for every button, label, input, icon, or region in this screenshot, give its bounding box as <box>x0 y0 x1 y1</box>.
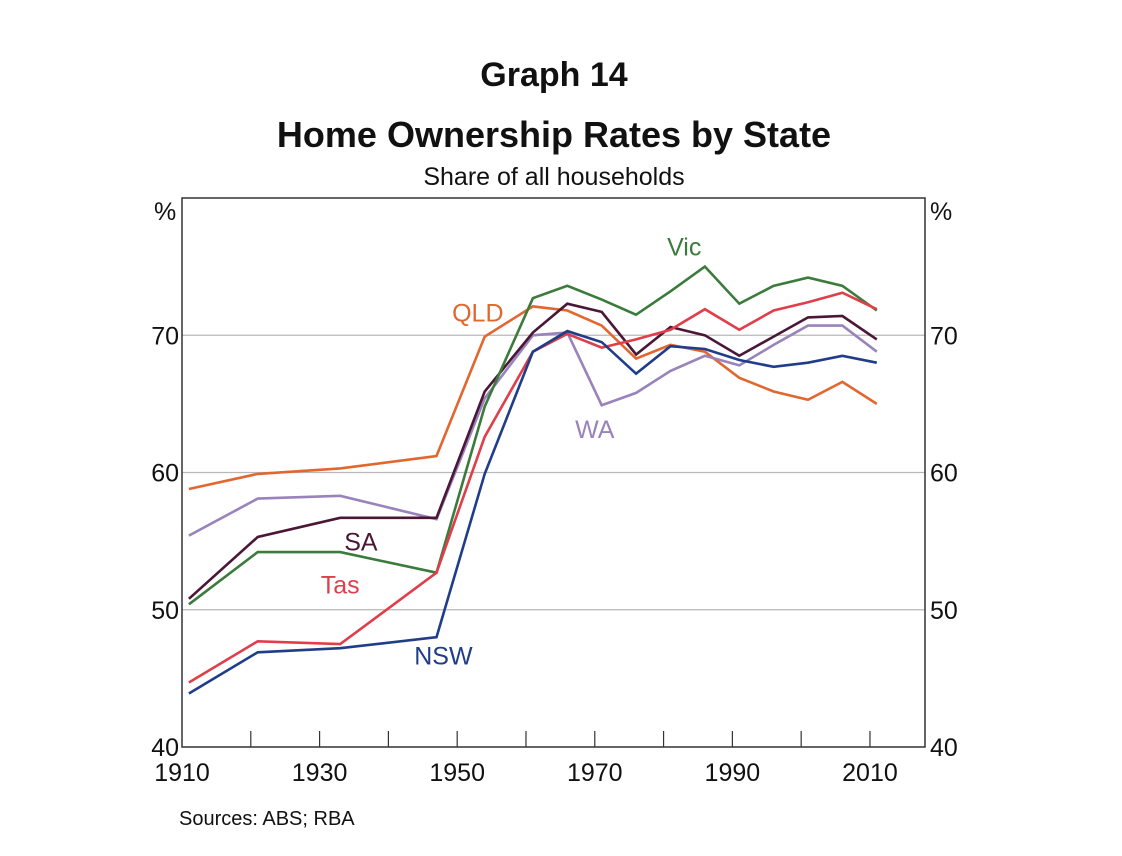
x-axis-ticks: 1910 1930 1950 1970 1990 2010 <box>154 731 898 787</box>
series-line-sa <box>188 302 878 600</box>
series-line-vic <box>188 264 878 606</box>
source-note: Sources: ABS; RBA <box>179 808 355 830</box>
series-line-qld <box>188 305 878 491</box>
series-label-tas: Tas <box>321 571 360 599</box>
x-tick-label: 1910 <box>154 759 210 787</box>
x-tick-label: 1930 <box>292 759 348 787</box>
series-lines <box>188 264 878 695</box>
chart-subtitle: Share of all households <box>423 163 685 191</box>
series-label-vic: Vic <box>667 234 701 262</box>
y-axis-unit-left: % <box>154 198 176 226</box>
y-tick-label-right: 50 <box>930 597 958 625</box>
y-tick-label-right: 40 <box>930 734 958 762</box>
y-axis-unit-right: % <box>930 198 952 226</box>
series-line-nsw <box>188 329 878 695</box>
y-tick-label-right: 70 <box>930 322 958 350</box>
graph-number: Graph 14 <box>480 56 628 94</box>
y-axis-ticks: 40 40 50 50 60 60 70 70 <box>151 322 958 762</box>
y-tick-label-left: 40 <box>151 734 179 762</box>
y-tick-label-left: 70 <box>151 322 179 350</box>
y-tick-label-left: 60 <box>151 460 179 488</box>
x-tick-label: 1950 <box>429 759 485 787</box>
series-label-wa: WA <box>575 416 615 444</box>
series-line-wa <box>188 324 878 537</box>
x-tick-label: 2010 <box>842 759 898 787</box>
series-label-qld: QLD <box>452 300 503 328</box>
series-labels: QLD WA SA Vic Tas NSW <box>321 234 702 671</box>
y-tick-label-right: 60 <box>930 460 958 488</box>
series-label-sa: SA <box>344 529 378 557</box>
y-tick-label-left: 50 <box>151 597 179 625</box>
x-tick-label: 1970 <box>567 759 623 787</box>
x-tick-label: 1990 <box>705 759 761 787</box>
chart-title: Home Ownership Rates by State <box>276 114 832 155</box>
series-label-nsw: NSW <box>414 643 473 671</box>
gridlines <box>182 334 925 611</box>
series-line-tas <box>188 291 878 684</box>
plot-frame <box>181 197 926 748</box>
